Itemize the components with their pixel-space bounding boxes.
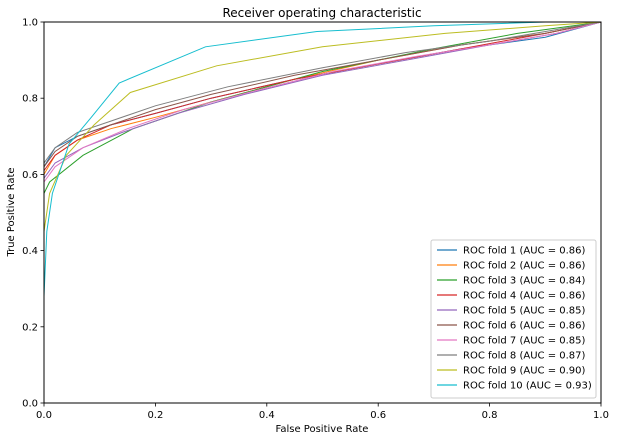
plot-area	[43, 21, 602, 403]
x-tick-label: 0.4	[259, 410, 275, 421]
legend-entry: ROC fold 10 (AUC = 0.93)	[463, 381, 592, 392]
legend: ROC fold 1 (AUC = 0.86) ROC fold 2 (AUC =…	[430, 239, 597, 399]
y-tick-label: 0.2	[22, 322, 38, 333]
y-axis: 0.0 0.2 0.4 0.6 0.8 1.0	[22, 18, 44, 410]
legend-entry: ROC fold 1 (AUC = 0.86)	[463, 246, 586, 257]
y-tick-label: 0.0	[22, 399, 38, 410]
roc-curve-fold-7	[43, 21, 602, 403]
legend-entry: ROC fold 4 (AUC = 0.86)	[463, 291, 586, 302]
legend-entry: ROC fold 9 (AUC = 0.90)	[463, 366, 586, 377]
x-tick-label: 1.0	[593, 410, 609, 421]
x-tick-label: 0.8	[482, 410, 498, 421]
x-tick-label: 0.0	[36, 410, 52, 421]
legend-entry: ROC fold 3 (AUC = 0.84)	[463, 276, 586, 287]
legend-entry: ROC fold 6 (AUC = 0.86)	[463, 321, 586, 332]
legend-entry: ROC fold 8 (AUC = 0.87)	[463, 351, 586, 362]
roc-curve-fold-8	[43, 21, 602, 403]
axes-frame	[43, 21, 602, 404]
y-tick-label: 1.0	[22, 18, 38, 29]
y-tick-label: 0.4	[22, 246, 38, 257]
y-axis-label: True Positive Rate	[6, 167, 17, 257]
x-tick-label: 0.6	[370, 410, 386, 421]
legend-box	[430, 239, 597, 399]
legend-entry: ROC fold 2 (AUC = 0.86)	[463, 261, 586, 272]
x-axis-label: False Positive Rate	[276, 424, 369, 435]
legend-entry: ROC fold 7 (AUC = 0.85)	[463, 336, 586, 347]
y-tick-label: 0.6	[22, 170, 38, 181]
legend-entry: ROC fold 5 (AUC = 0.85)	[463, 306, 586, 317]
x-tick-label: 0.2	[147, 410, 163, 421]
chart-title: Receiver operating characteristic	[222, 6, 421, 20]
roc-curve-fold-9	[43, 21, 602, 403]
y-tick-label: 0.8	[22, 94, 38, 105]
roc-curve-fold-10	[43, 21, 601, 403]
roc-curve-fold-4	[43, 21, 602, 403]
x-axis: 0.0 0.2 0.4 0.6 0.8 1.0	[36, 403, 609, 421]
